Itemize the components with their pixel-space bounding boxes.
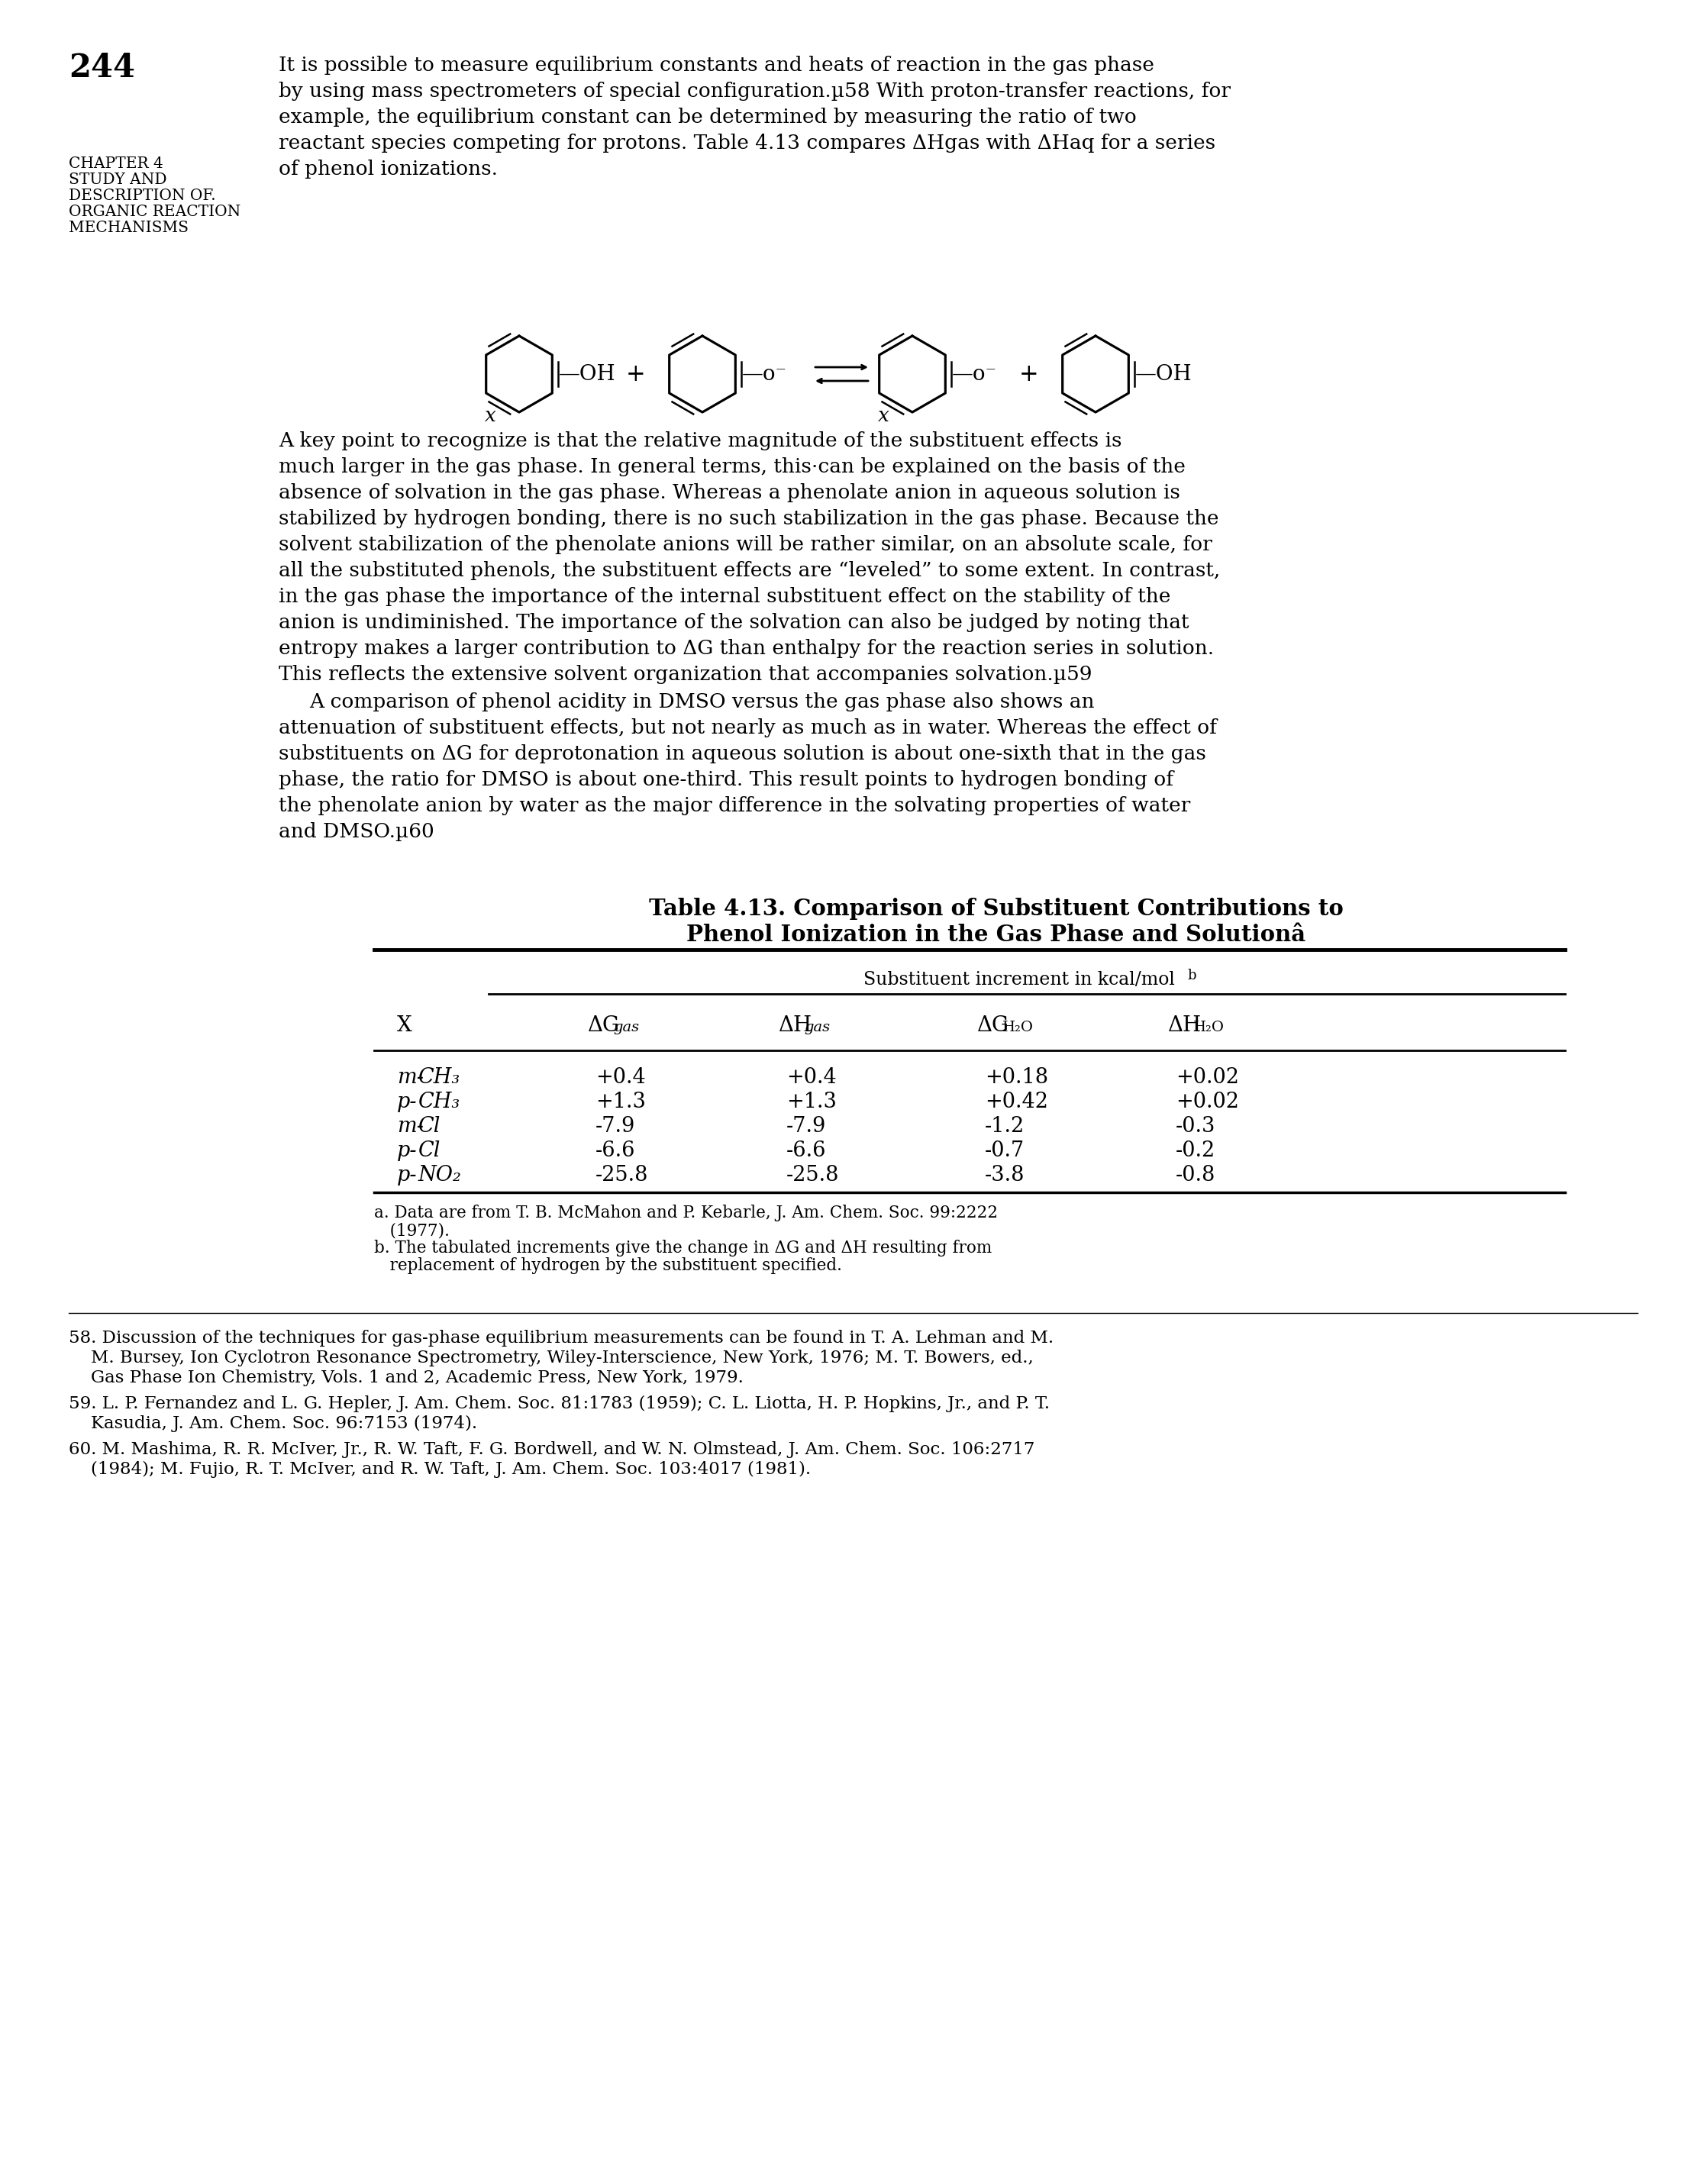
Text: -1.2: -1.2: [985, 1116, 1024, 1136]
Text: ΔG: ΔG: [976, 1016, 1009, 1035]
Text: M. Bursey, Ion Cyclotron Resonance Spectrometry, Wiley-Interscience, New York, 1: M. Bursey, Ion Cyclotron Resonance Spect…: [68, 1350, 1034, 1367]
Text: p-: p-: [397, 1164, 417, 1186]
Text: x: x: [486, 406, 496, 426]
Text: STUDY AND: STUDY AND: [68, 173, 167, 188]
Text: H₂O: H₂O: [1002, 1020, 1034, 1035]
Text: a. Data are from T. B. McMahon and P. Kebarle, J. Am. Chem. Soc. 99:2222: a. Data are from T. B. McMahon and P. Ke…: [375, 1206, 999, 1221]
Text: CHAPTER 4: CHAPTER 4: [68, 157, 164, 170]
Text: gas: gas: [804, 1020, 830, 1035]
Text: +0.4: +0.4: [595, 1068, 646, 1088]
Text: by using mass spectrometers of special configuration.µ58 With proton-transfer re: by using mass spectrometers of special c…: [279, 81, 1230, 100]
Text: entropy makes a larger contribution to ΔG than enthalpy for the reaction series : entropy makes a larger contribution to Δ…: [279, 640, 1213, 657]
Text: stabilized by hydrogen bonding, there is no such stabilization in the gas phase.: stabilized by hydrogen bonding, there is…: [279, 509, 1218, 529]
Text: 60. M. Mashima, R. R. McIver, Jr., R. W. Taft, F. G. Bordwell, and W. N. Olmstea: 60. M. Mashima, R. R. McIver, Jr., R. W.…: [68, 1441, 1034, 1459]
Text: all the substituted phenols, the substituent effects are “leveled” to some exten: all the substituted phenols, the substit…: [279, 561, 1220, 581]
Text: MECHANISMS: MECHANISMS: [68, 221, 189, 236]
Text: CH₃: CH₃: [419, 1068, 460, 1088]
Text: NO₂: NO₂: [419, 1164, 462, 1186]
Text: 244: 244: [68, 52, 135, 83]
Text: reactant species competing for protons. Table 4.13 compares ΔHgas with ΔHaq for : reactant species competing for protons. …: [279, 133, 1215, 153]
Text: Table 4.13. Comparison of Substituent Contributions to: Table 4.13. Comparison of Substituent Co…: [649, 898, 1343, 919]
Text: ORGANIC REACTION: ORGANIC REACTION: [68, 205, 240, 218]
Text: Phenol Ionization in the Gas Phase and Solutionâ: Phenol Ionization in the Gas Phase and S…: [687, 924, 1305, 946]
Text: (1984); M. Fujio, R. T. McIver, and R. W. Taft, J. Am. Chem. Soc. 103:4017 (1981: (1984); M. Fujio, R. T. McIver, and R. W…: [68, 1461, 811, 1479]
Text: Substituent increment in kcal/mol: Substituent increment in kcal/mol: [864, 972, 1174, 989]
Text: replacement of hydrogen by the substituent specified.: replacement of hydrogen by the substitue…: [375, 1258, 842, 1273]
Text: attenuation of substituent effects, but not nearly as much as in water. Whereas : attenuation of substituent effects, but …: [279, 719, 1217, 738]
Text: +0.4: +0.4: [786, 1068, 837, 1088]
Text: -0.2: -0.2: [1176, 1140, 1215, 1162]
Text: -7.9: -7.9: [595, 1116, 636, 1136]
Text: +: +: [625, 363, 646, 387]
Text: -0.3: -0.3: [1176, 1116, 1215, 1136]
Text: A comparison of phenol acidity in DMSO versus the gas phase also shows an: A comparison of phenol acidity in DMSO v…: [308, 692, 1094, 712]
Text: It is possible to measure equilibrium constants and heats of reaction in the gas: It is possible to measure equilibrium co…: [279, 57, 1154, 74]
Text: +: +: [1019, 363, 1039, 387]
Text: solvent stabilization of the phenolate anions will be rather similar, on an abso: solvent stabilization of the phenolate a…: [279, 535, 1212, 555]
Text: in the gas phase the importance of the internal substituent effect on the stabil: in the gas phase the importance of the i…: [279, 587, 1171, 607]
Text: 58. Discussion of the techniques for gas-phase equilibrium measurements can be f: 58. Discussion of the techniques for gas…: [68, 1330, 1053, 1348]
Text: —o⁻: —o⁻: [741, 365, 787, 384]
Text: Gas Phase Ion Chemistry, Vols. 1 and 2, Academic Press, New York, 1979.: Gas Phase Ion Chemistry, Vols. 1 and 2, …: [68, 1369, 743, 1387]
Text: —OH: —OH: [559, 365, 615, 384]
Text: CH₃: CH₃: [419, 1092, 460, 1112]
Text: ΔG: ΔG: [588, 1016, 620, 1035]
Text: Kasudia, J. Am. Chem. Soc. 96:7153 (1974).: Kasudia, J. Am. Chem. Soc. 96:7153 (1974…: [68, 1415, 477, 1433]
Text: substituents on ΔG for deprotonation in aqueous solution is about one-sixth that: substituents on ΔG for deprotonation in …: [279, 745, 1206, 764]
Text: (1977).: (1977).: [375, 1223, 450, 1238]
Text: -3.8: -3.8: [985, 1164, 1024, 1186]
Text: absence of solvation in the gas phase. Whereas a phenolate anion in aqueous solu: absence of solvation in the gas phase. W…: [279, 483, 1181, 502]
Text: +1.3: +1.3: [786, 1092, 837, 1112]
Text: -25.8: -25.8: [786, 1164, 840, 1186]
Text: ΔH: ΔH: [1167, 1016, 1201, 1035]
Text: p-: p-: [397, 1140, 417, 1162]
Text: anion is undiminished. The importance of the solvation can also be judged by not: anion is undiminished. The importance of…: [279, 614, 1189, 631]
Text: much larger in the gas phase. In general terms, this·can be explained on the bas: much larger in the gas phase. In general…: [279, 456, 1186, 476]
Text: m-: m-: [397, 1116, 424, 1136]
Text: Cl: Cl: [419, 1140, 441, 1162]
Text: This reflects the extensive solvent organization that accompanies solvation.µ59: This reflects the extensive solvent orga…: [279, 664, 1092, 684]
Text: b. The tabulated increments give the change in ΔG and ΔH resulting from: b. The tabulated increments give the cha…: [375, 1241, 992, 1256]
Text: gas: gas: [613, 1020, 639, 1035]
Text: -0.7: -0.7: [985, 1140, 1024, 1162]
Text: m-: m-: [397, 1068, 424, 1088]
Text: H₂O: H₂O: [1193, 1020, 1225, 1035]
Text: ΔH: ΔH: [779, 1016, 813, 1035]
Text: A key point to recognize is that the relative magnitude of the substituent effec: A key point to recognize is that the rel…: [279, 430, 1121, 450]
Text: -6.6: -6.6: [786, 1140, 826, 1162]
Text: DESCRIPTION OF.: DESCRIPTION OF.: [68, 188, 216, 203]
Text: Cl: Cl: [419, 1116, 441, 1136]
Text: +1.3: +1.3: [595, 1092, 646, 1112]
Text: +0.18: +0.18: [985, 1068, 1048, 1088]
Text: -25.8: -25.8: [595, 1164, 649, 1186]
Text: -6.6: -6.6: [595, 1140, 636, 1162]
Text: example, the equilibrium constant can be determined by measuring the ratio of tw: example, the equilibrium constant can be…: [279, 107, 1137, 127]
Text: of phenol ionizations.: of phenol ionizations.: [279, 159, 498, 179]
Text: +0.42: +0.42: [985, 1092, 1048, 1112]
Text: x: x: [878, 406, 889, 426]
Text: +0.02: +0.02: [1176, 1068, 1239, 1088]
Text: +0.02: +0.02: [1176, 1092, 1239, 1112]
Text: phase, the ratio for DMSO is about one-third. This result points to hydrogen bon: phase, the ratio for DMSO is about one-t…: [279, 771, 1174, 788]
Text: X: X: [397, 1016, 412, 1035]
Text: -7.9: -7.9: [786, 1116, 826, 1136]
Text: —OH: —OH: [1135, 365, 1193, 384]
Text: b: b: [1188, 970, 1196, 983]
Text: the phenolate anion by water as the major difference in the solvating properties: the phenolate anion by water as the majo…: [279, 797, 1191, 815]
Text: 59. L. P. Fernandez and L. G. Hepler, J. Am. Chem. Soc. 81:1783 (1959); C. L. Li: 59. L. P. Fernandez and L. G. Hepler, J.…: [68, 1396, 1050, 1413]
Text: p-: p-: [397, 1092, 417, 1112]
Text: -0.8: -0.8: [1176, 1164, 1215, 1186]
Text: —o⁻: —o⁻: [953, 365, 997, 384]
Text: and DMSO.µ60: and DMSO.µ60: [279, 821, 435, 841]
